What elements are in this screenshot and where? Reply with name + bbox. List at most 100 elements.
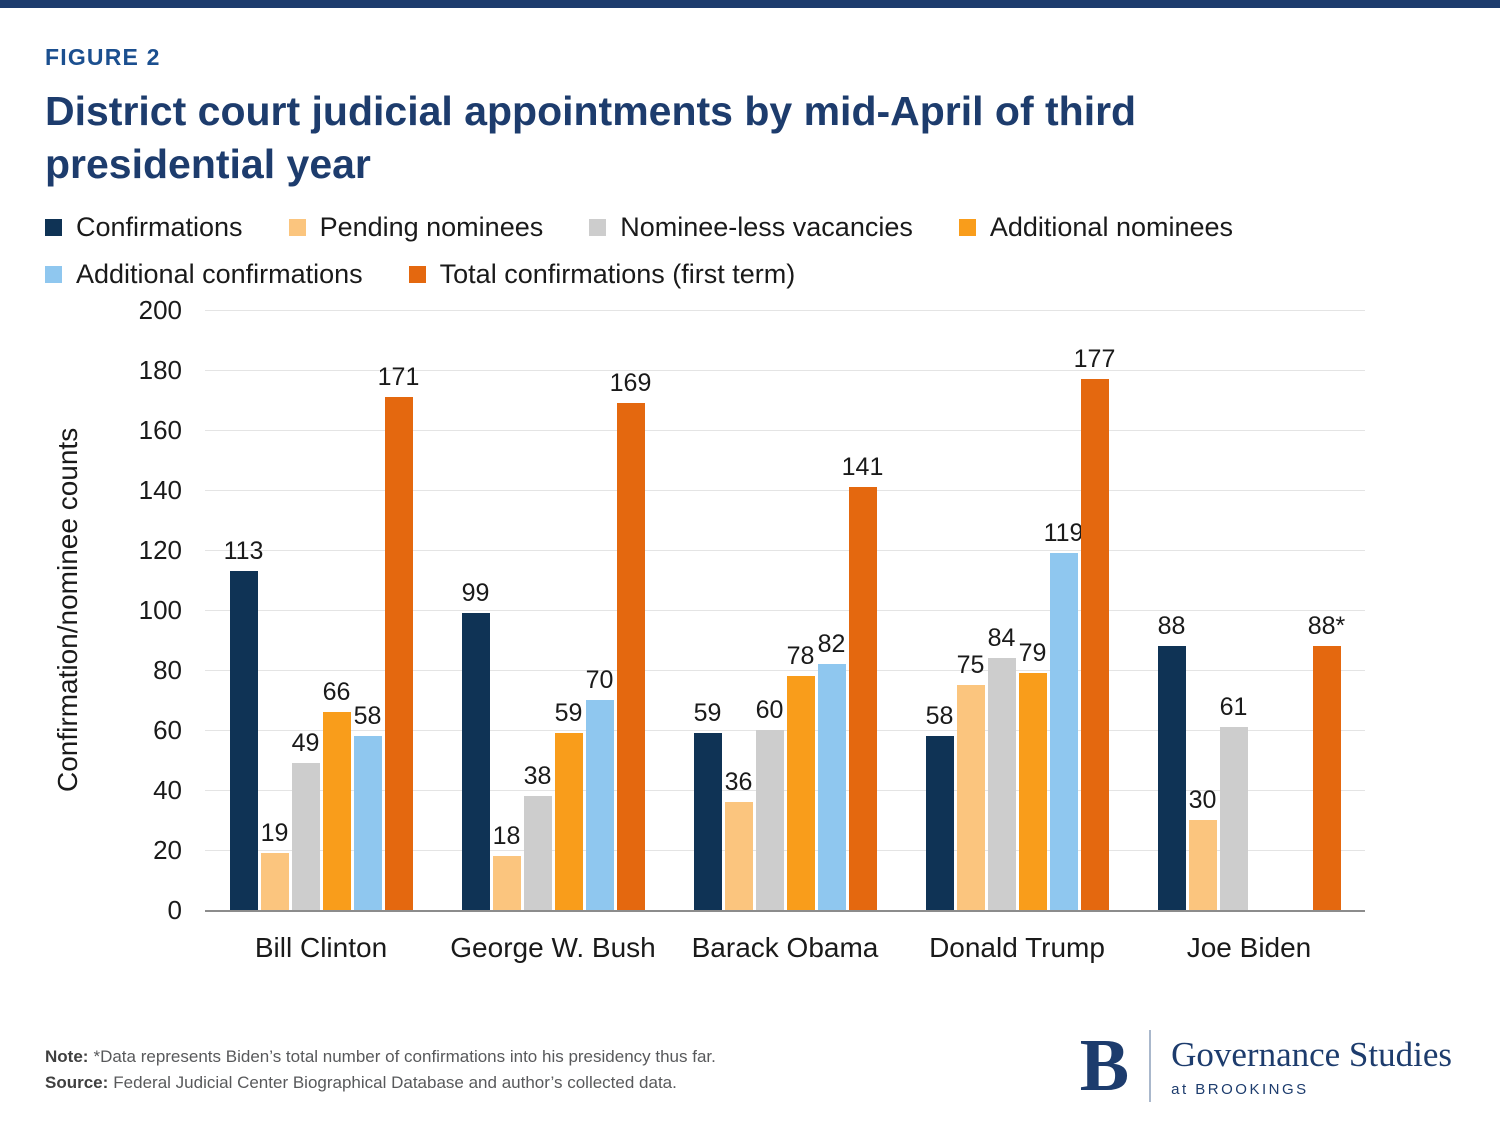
bar-value-label: 36 [724,767,753,796]
logo-name: Governance Studies [1171,1034,1452,1074]
legend-row: Confirmations Pending nominees Nominee-les… [45,212,1500,243]
y-tick-label: 60 [153,714,182,745]
bar: 169 [610,369,651,910]
x-axis-label: Bill Clinton [254,931,388,963]
gridline [205,609,1365,611]
bar-value-label: 79 [1018,638,1047,667]
bar: 119 [1044,519,1083,910]
bar-group-george-w-bush: 99 18 38 59 70 169 [437,310,669,910]
bar: 58 [353,702,382,910]
note-label: Note: [45,1047,89,1066]
y-ticks: 0 20 40 60 80 100 120 140 160 180 200 [110,295,182,925]
gridline [205,669,1365,671]
x-axis-label: Donald Trump [929,931,1105,963]
bar-value-label: 30 [1188,785,1217,814]
legend-item: Nominee-less vacancies [589,212,913,243]
logo-divider [1149,1030,1152,1102]
x-labels: Bill Clinton George W. Bush Barack Obama Do… [205,932,1365,964]
bar: 75 [956,651,985,910]
bar-value-label: 61 [1219,692,1248,721]
bar-value-label: 88* [1307,611,1346,640]
page-title: District court judicial appointments by … [45,88,1137,188]
bar-value-label: 177 [1073,344,1116,373]
bar-group-donald-trump: 58 75 84 79 119 177 [901,310,1133,910]
bar: 84 [987,624,1016,910]
note-line: Note: *Data represents Biden’s total numb… [45,1044,845,1070]
x-axis-label: George W. Bush [450,931,656,963]
bar-value-label: 19 [260,818,289,847]
bar-value-label: 171 [377,362,420,391]
bar-group-joe-biden: 88 30 61 88* [1133,310,1365,910]
bar: 30 [1188,786,1217,910]
y-tick-label: 80 [153,654,182,685]
bar-value-label: 70 [585,665,614,694]
note-text: *Data represents Biden’s total number of… [93,1047,716,1066]
bar-value-label: 60 [755,695,784,724]
y-tick-label: 100 [138,594,182,625]
gridline [205,309,1365,311]
y-tick-label: 20 [153,834,182,865]
bar-value-label: 78 [786,641,815,670]
legend-label: Total confirmations (first term) [439,258,796,289]
legend-swatch [45,265,62,283]
bar-value-label: 169 [609,368,652,397]
y-tick-label: 160 [138,414,182,445]
bar: 61 [1219,693,1248,910]
top-accent-bar [0,0,1500,8]
gridline [205,549,1365,551]
bar-value-label: 58 [925,701,954,730]
bar: 78 [786,642,815,910]
bar-value-label: 141 [841,452,884,481]
gridline [205,369,1365,371]
x-axis-label: Barack Obama [691,931,879,963]
chart: Confirmation/nominee counts 0 20 40 60 80 100… [0,295,1500,974]
gridlines [205,309,1365,912]
source-line: Source: Federal Judicial Center Biographi… [45,1070,845,1096]
bar: 66 [322,678,351,910]
bar: 141 [842,453,883,910]
bar-value-label: 75 [956,650,985,679]
bar: 60 [755,696,784,910]
gridline [205,849,1365,851]
bar: 113 [224,537,263,910]
bar-value-label: 88 [1157,611,1186,640]
bar: 18 [492,822,521,910]
brookings-b-mark: B [1079,1024,1130,1107]
bar-value-label: 84 [987,623,1016,652]
y-tick-label: 140 [138,474,182,505]
bar-groups: 113 19 49 66 58 171 99 18 38 59 70 169 59 36 60 78 82 141… [205,310,1365,910]
bar-value-label: 18 [492,821,521,850]
figure-label: FIGURE 2 [45,44,161,70]
gridline [205,429,1365,431]
bar-value-label: 38 [523,761,552,790]
gridline [205,489,1365,491]
bar-value-label: 59 [693,698,722,727]
bar: 19 [260,819,289,910]
legend-label: Confirmations [76,211,243,242]
bar-group-barack-obama: 59 36 60 78 82 141 [669,310,901,910]
x-axis-label: Joe Biden [1186,931,1312,963]
y-tick-label: 200 [138,294,182,325]
gridline [205,729,1365,731]
legend-label: Pending nominees [319,211,544,242]
bar: 79 [1018,639,1047,910]
bar: 177 [1074,345,1115,910]
bar-group-bill-clinton: 113 19 49 66 58 171 [205,310,437,910]
legend-swatch [45,218,62,236]
bar-value-label: 119 [1043,518,1084,547]
bar: 70 [585,666,614,910]
legend-swatch [408,265,426,283]
bar: 88* [1308,612,1345,910]
bar: 99 [461,579,490,910]
bar-value-label: 66 [322,677,351,706]
bar-value-label: 58 [353,701,382,730]
y-tick-label: 0 [167,894,182,925]
legend-label: Additional nominees [989,211,1234,242]
source-label: Source: [45,1073,109,1093]
bar: 59 [693,699,722,910]
legend-label: Additional confirmations [76,258,363,289]
bar-value-label: 82 [817,629,846,658]
legend-item: Additional nominees [958,211,1234,243]
bar-value-label: 49 [291,728,320,757]
